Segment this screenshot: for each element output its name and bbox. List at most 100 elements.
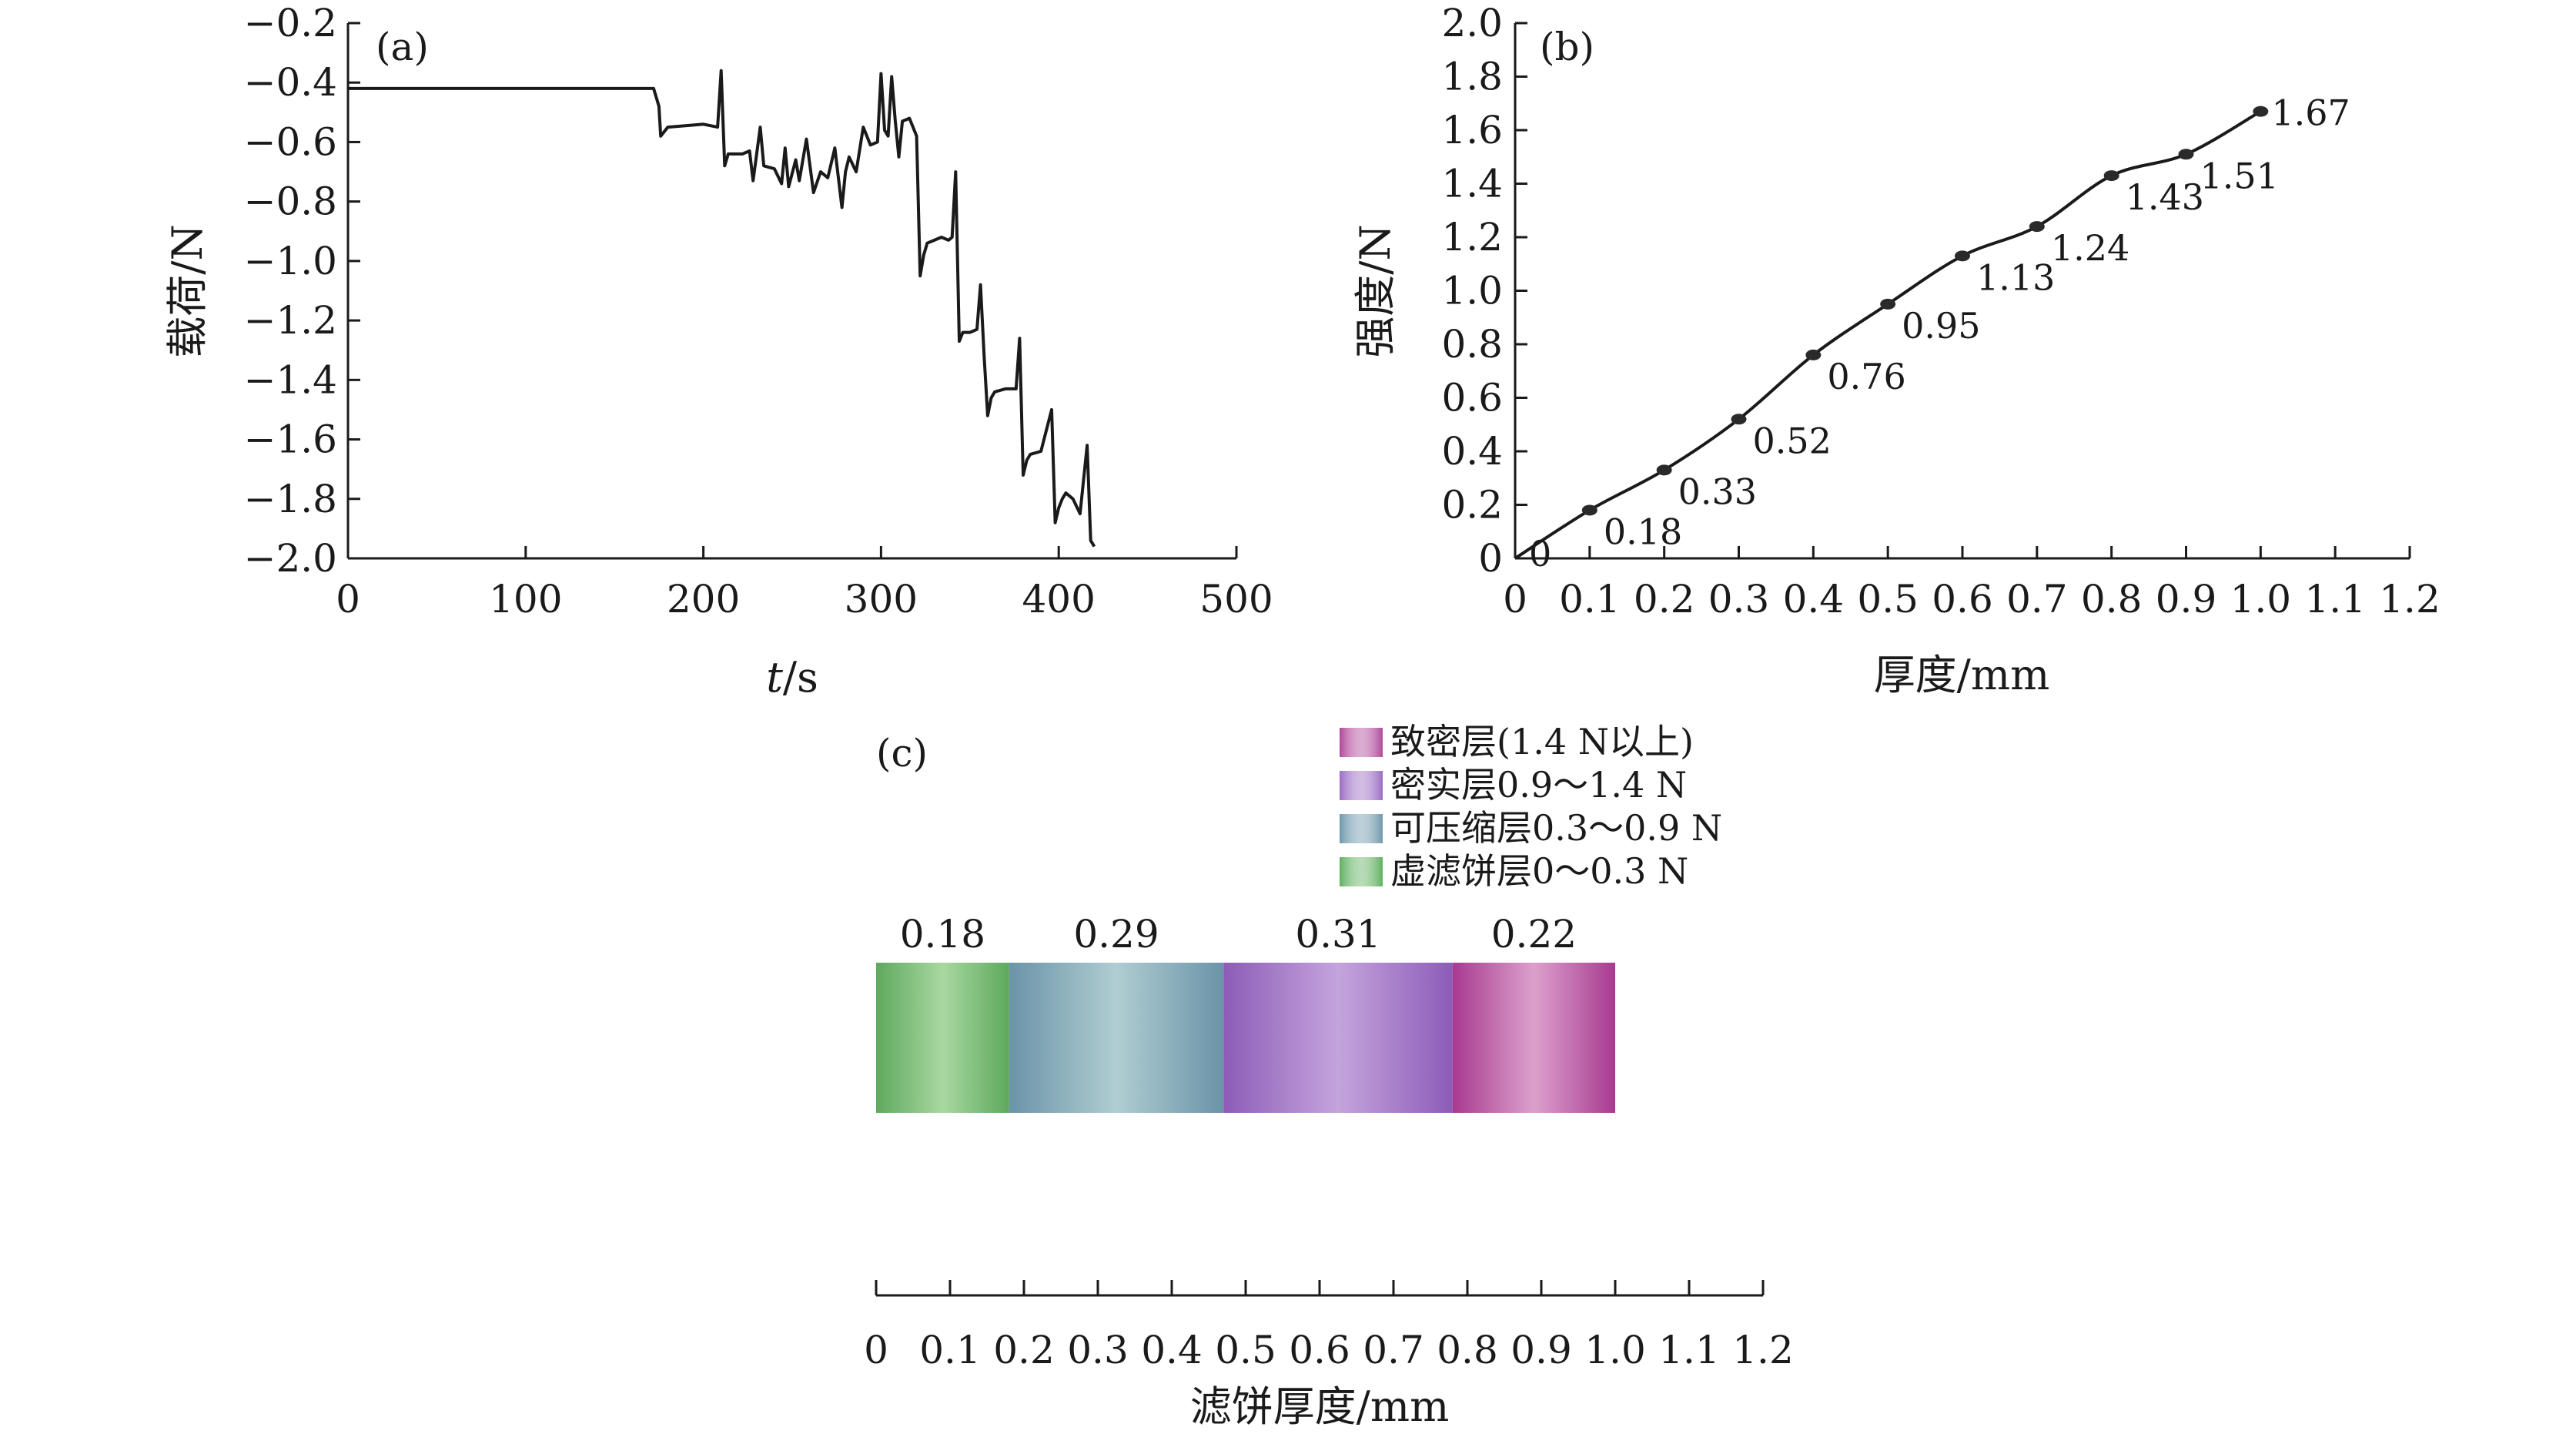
panel-b-x-tick-label: 0.7 [2006, 577, 2068, 622]
legend-label: 密实层0.9～1.4 N [1390, 764, 1687, 806]
panel-b-y-tick-label: 0 [1478, 536, 1503, 581]
panel-c-x-tick-label: 0.5 [1215, 1328, 1276, 1372]
panel-b-point-label: 0.52 [1753, 420, 1832, 461]
panel-b-point-label: 1.24 [2051, 227, 2129, 269]
panel-a-y-tick-label: −1.0 [244, 239, 337, 283]
legend-swatch-shade [1340, 728, 1383, 757]
legend-swatch-shade [1340, 771, 1383, 800]
panel-b-x-tick-label: 0.8 [2081, 577, 2143, 622]
panel-b-point-label: 0.76 [1827, 356, 1905, 397]
legend-swatch-shade [1340, 814, 1383, 843]
panel-a-load-series-line [348, 69, 1096, 548]
panel-b-x-tick-label: 0.5 [1857, 577, 1919, 622]
panel-a-plot-area [348, 69, 1096, 548]
panel-b-y-axis-title: 强度/N [1351, 224, 1400, 357]
panel-b-data-point [1581, 504, 1597, 516]
panel-b-x-tick-label: 0 [1503, 577, 1527, 622]
panel-b-y-tick-label: 2.0 [1441, 1, 1503, 45]
panel-b-y-tick-label: 1.4 [1441, 162, 1503, 206]
layer-segment [1223, 963, 1453, 1113]
panel-c-label: (c) [876, 731, 928, 776]
panel-b-y-tick-label: 0.2 [1441, 483, 1503, 528]
panel-b-data-point [1656, 464, 1672, 476]
panel-c-x-tick-label: 0.1 [919, 1328, 981, 1372]
panel-b-y-tick-label: 0.6 [1441, 376, 1503, 420]
layer-thickness-label: 0.18 [900, 912, 985, 957]
panel-c-x-tick-label: 0.8 [1437, 1328, 1498, 1372]
panel-b-point-label: 1.51 [2200, 155, 2279, 196]
panel-b-x-tick-label: 1.1 [2304, 577, 2366, 622]
panel-a-y-axis-title: 载荷/N [163, 224, 212, 357]
panel-a-y-ticks: −0.2 −0.4 −0.6 −0.8 −1.0 −1.2 −1.4 −1.6 −1.8 −2.0 [244, 1, 360, 581]
panel-b-plot-area: 0 0.180.33 0.52 0.76 0.95 1.131.24 1.431.51 1.6… [1514, 92, 2350, 575]
panel-b-point-label: 1.13 [1976, 256, 2055, 298]
panel-c-x-tick-label: 0.4 [1141, 1328, 1203, 1372]
panel-b-x-axis-title: 厚度/mm [1874, 651, 2050, 699]
panel-b-x-ticks: 0 0.1 0.2 0.3 0.4 0.5 0.6 0.7 0.8 0.9 1.0 1.1 1.2 [1503, 546, 2441, 622]
panel-a-x-tick-label: 100 [489, 577, 562, 622]
panel-b-data-point [2029, 221, 2045, 233]
panel-a-x-ticks: 0 100 200 300 400 500 [336, 546, 1273, 622]
panel-b-x-tick-label: 1.0 [2230, 577, 2292, 622]
panel-a-label: (a) [376, 25, 429, 69]
panel-b-y-ticks: 0 0.2 0.4 0.6 0.8 1.0 1.2 1.4 1.6 1.8 2.0 [1441, 1, 1527, 581]
panel-a: (a) −0.2 −0.4 −0.6 −0.8 −1.0 −1.2 −1.4 −1.6 −1.8… [163, 1, 1273, 702]
panel-b-data-point [2178, 149, 2194, 160]
layer-thickness-label: 0.29 [1073, 912, 1159, 957]
panel-c-x-tick-label: 1.0 [1584, 1328, 1646, 1372]
panel-b-point-label: 0 [1529, 533, 1551, 575]
panel-a-y-tick-label: −0.4 [244, 60, 337, 105]
panel-b-point-label: 0.95 [1902, 305, 1980, 347]
panel-c-x-tick-label: 0.9 [1510, 1328, 1572, 1372]
panel-c-x-tick-label: 0 [864, 1328, 888, 1372]
legend-label: 可压缩层0.3～0.9 N [1390, 807, 1722, 849]
panel-c-x-tick-label: 0.7 [1363, 1328, 1424, 1372]
panel-b-x-tick-label: 0.1 [1559, 577, 1621, 622]
panel-b-x-tick-label: 0.9 [2156, 577, 2217, 622]
legend-label: 致密层(1.4 N以上) [1390, 721, 1694, 762]
panel-b-y-tick-label: 1.0 [1441, 269, 1503, 313]
panel-b-point-label: 0.18 [1604, 511, 1682, 552]
panel-c-x-tick-label: 0.3 [1067, 1328, 1129, 1372]
panel-b-point-label: 1.43 [2126, 176, 2204, 218]
panel-a-x-tick-label: 0 [336, 577, 360, 622]
panel-a-y-tick-label: −0.6 [244, 119, 337, 164]
panel-b-data-point [1805, 349, 1822, 360]
layer-thickness-label: 0.22 [1491, 912, 1577, 957]
panel-a-x-tick-label: 300 [845, 577, 918, 622]
panel-b-x-tick-label: 1.2 [2379, 577, 2441, 622]
panel-b-x-tick-label: 0.3 [1708, 577, 1770, 622]
panel-a-x-tick-label: 500 [1199, 577, 1273, 622]
panel-a-y-tick-label: −1.8 [244, 477, 337, 521]
panel-b-point-label: 0.33 [1678, 471, 1757, 512]
panel-c-x-tick-label: 0.6 [1289, 1328, 1350, 1372]
layer-thickness-label: 0.31 [1295, 912, 1380, 957]
panel-b-data-point [2253, 106, 2269, 117]
panel-a-x-axis-title-unit: /s [783, 653, 818, 702]
layer-segment [1452, 963, 1615, 1113]
panel-b-point-label: 1.67 [2271, 92, 2350, 134]
panel-b-data-point [2103, 170, 2119, 182]
panel-b-y-tick-label: 0.8 [1441, 322, 1503, 367]
panel-a-y-tick-label: −1.4 [244, 357, 337, 402]
panel-c-x-tick-label: 1.1 [1658, 1328, 1720, 1372]
panel-a-x-axis-title: t/s [766, 653, 818, 702]
panel-c-x-tick-label: 0.2 [993, 1328, 1055, 1372]
panel-b-data-point [1955, 250, 1970, 262]
panel-b-label: (b) [1540, 25, 1594, 69]
panel-a-y-tick-label: −0.8 [244, 179, 337, 224]
legend-label: 虚滤饼层0～0.3 N [1390, 850, 1688, 892]
panel-a-x-tick-label: 200 [667, 577, 740, 622]
panel-a-y-tick-label: −1.2 [244, 298, 337, 343]
panel-c-x-tick-label: 1.2 [1732, 1328, 1794, 1372]
panel-a-x-axis-title-var: t [766, 653, 783, 702]
panel-c-x-axis-title: 滤饼厚度/mm [1190, 1382, 1450, 1431]
panel-b-x-tick-label: 0.4 [1783, 577, 1845, 622]
panel-b-data-point [1731, 414, 1747, 425]
panel-a-y-tick-label: −1.6 [244, 417, 337, 462]
panel-b-x-tick-label: 0.6 [1932, 577, 1993, 622]
legend-swatch-shade [1340, 857, 1383, 886]
panel-b-y-tick-label: 1.6 [1441, 108, 1503, 152]
